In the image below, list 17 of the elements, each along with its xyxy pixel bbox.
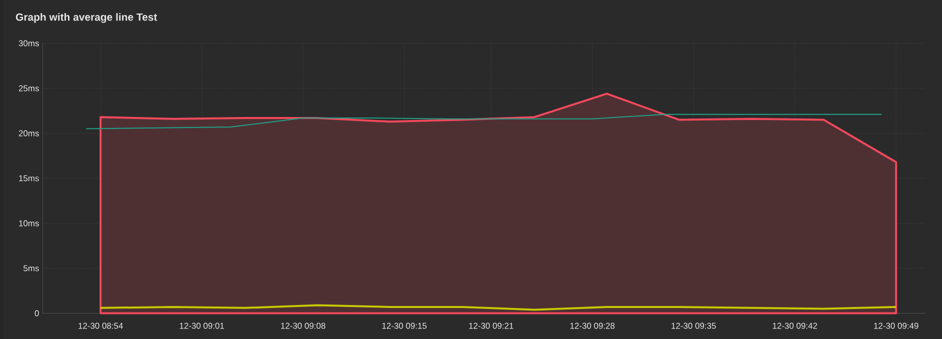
y-tick-label: 5ms bbox=[24, 265, 39, 272]
x-tick-label: 12-30 09:01 bbox=[180, 322, 224, 329]
chart-title: Graph with average line Test bbox=[16, 13, 158, 23]
x-tick-label: 12-30 09:42 bbox=[772, 322, 817, 329]
y-tick-label: 0 bbox=[34, 310, 39, 316]
x-tick-label: 12-30 09:35 bbox=[672, 322, 716, 329]
y-tick-label: 15ms bbox=[19, 175, 39, 182]
y-tick-label: 10ms bbox=[19, 220, 39, 226]
y-tick-label: 30ms bbox=[18, 40, 39, 46]
x-tick-label: 12-30 09:08 bbox=[281, 322, 326, 329]
x-tick-label: 12-30 09:49 bbox=[874, 322, 918, 329]
y-tick-label: 20ms bbox=[18, 130, 39, 136]
x-tick-label: 12-30 09:28 bbox=[570, 322, 615, 329]
y-tick-label: 25ms bbox=[18, 85, 39, 92]
x-tick-label: 12-30 09:21 bbox=[469, 322, 514, 329]
x-tick-label: 12-30 09:15 bbox=[382, 322, 427, 329]
x-tick-label: 12-30 08:54 bbox=[78, 322, 123, 329]
